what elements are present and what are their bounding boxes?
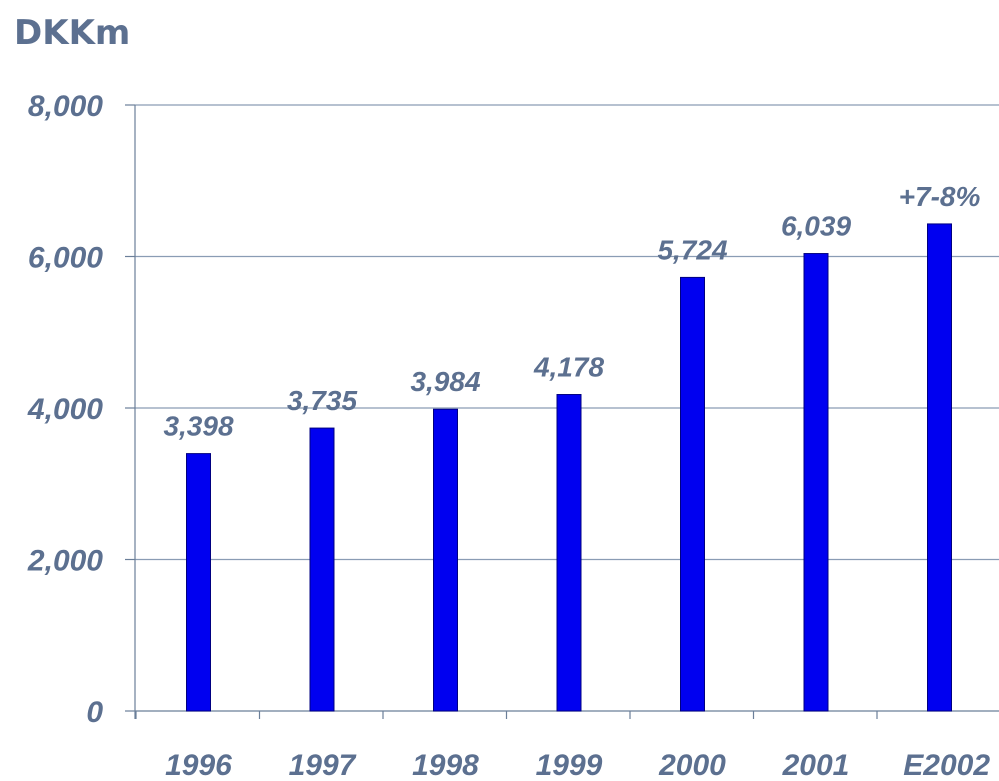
data-label: 3,735	[287, 385, 357, 416]
bar-1999	[556, 394, 582, 712]
bar-E2002	[927, 223, 952, 712]
data-label: 6,039	[781, 211, 851, 242]
data-label: 4,178	[533, 352, 604, 383]
unit-label: DKKm	[14, 13, 130, 53]
bars	[186, 223, 952, 712]
data-label: 3,398	[163, 411, 233, 442]
x-tick-label: 1999	[536, 749, 603, 781]
x-tick-label: E2002	[903, 749, 990, 781]
bar-1996	[186, 453, 211, 712]
data-label: 5,724	[657, 234, 727, 265]
x-tick-label: 1998	[412, 749, 479, 781]
labels: 0 2,000 4,000 6,000 8,000 3,398 1996 3,735 1997 3…	[27, 90, 990, 781]
y-tick-label: 0	[86, 696, 103, 729]
data-label: +7-8%	[899, 181, 981, 212]
y-tick-label: 2,000	[27, 545, 103, 578]
y-tick-label: 4,000	[27, 393, 103, 426]
y-tick-label: 8,000	[28, 90, 103, 123]
x-tick-label: 1997	[289, 749, 357, 781]
data-label: 3,984	[410, 366, 480, 397]
bar-2000	[680, 276, 705, 712]
x-tick-label: 2000	[658, 749, 726, 781]
bar-2001	[803, 253, 829, 712]
bar-1998	[433, 408, 458, 712]
x-tick-label: 1996	[165, 749, 232, 781]
y-tick-label: 6,000	[28, 242, 103, 275]
bar-1997	[309, 427, 335, 712]
x-tick-label: 2001	[782, 749, 850, 781]
